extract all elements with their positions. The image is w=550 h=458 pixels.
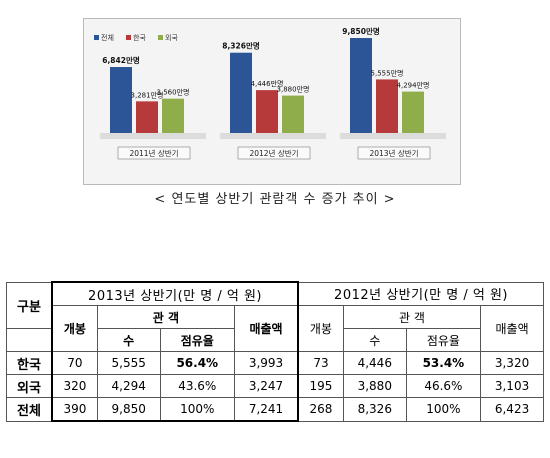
data-label: 5,555만명 xyxy=(371,68,404,77)
header-sales-2013: 매출액 xyxy=(233,305,300,352)
floor-shadow xyxy=(100,133,206,139)
legend-label: 외국 xyxy=(165,33,178,42)
data-label: 3,281만명 xyxy=(131,90,164,99)
cell: 5,555 xyxy=(96,351,161,375)
bar xyxy=(402,91,424,133)
cell: 43.6% xyxy=(159,374,235,398)
bar xyxy=(162,98,184,133)
data-label: 8,326만명 xyxy=(222,41,260,51)
header-sales-2012: 매출액 xyxy=(480,305,544,352)
bar xyxy=(230,52,252,133)
table-row: 한국 70 5,555 56.4% 3,993 73 4,446 53.4% 3… xyxy=(6,351,544,375)
category-label: 2011년 상반기 xyxy=(129,148,178,158)
header-share-2012: 점유율 xyxy=(405,328,482,352)
legend-swatch xyxy=(94,35,99,40)
cell: 3,247 xyxy=(233,374,300,398)
bar xyxy=(256,90,278,133)
category-box xyxy=(117,146,191,160)
cell: 195 xyxy=(297,374,344,398)
table-row: 전체 390 9,850 100% 7,241 268 8,326 100% 6… xyxy=(6,397,544,422)
cell: 4,294 xyxy=(96,374,161,398)
data-label: 4,294만명 xyxy=(397,81,430,90)
header-audience-2012: 관 객 xyxy=(342,305,482,329)
cell: 4,446 xyxy=(342,351,407,375)
cell: 100% xyxy=(159,397,235,422)
cell: 8,326 xyxy=(342,397,407,422)
cell: 6,423 xyxy=(480,397,544,422)
header-open-2013: 개봉 xyxy=(50,305,98,352)
cell: 46.6% xyxy=(405,374,482,398)
chart-caption: < 연도별 상반기 관람객 수 증가 추이 > xyxy=(154,192,396,207)
cell: 390 xyxy=(50,397,98,422)
data-label: 3,560만명 xyxy=(157,88,190,97)
header-category: 구분 xyxy=(6,281,53,329)
cell: 7,241 xyxy=(233,397,300,422)
cell: 3,880 xyxy=(342,374,407,398)
data-label: 6,842만명 xyxy=(102,55,140,65)
cell: 56.4% xyxy=(159,351,235,375)
legend-swatch xyxy=(158,35,163,40)
data-label: 3,880만명 xyxy=(277,85,310,94)
legend-swatch xyxy=(126,35,131,40)
row-label: 한국 xyxy=(6,351,53,375)
bar xyxy=(136,101,158,133)
legend-label: 한국 xyxy=(133,34,146,42)
data-label: 9,850만명 xyxy=(342,26,380,36)
bar xyxy=(350,38,372,134)
cell: 3,320 xyxy=(480,351,544,375)
cell: 3,993 xyxy=(233,351,300,375)
chart-panel: 전체 한국 외국 6,842만명 3,281만명 3,560만명 2011년 상반기 8,32… xyxy=(83,18,461,185)
data-label: 4,446만명 xyxy=(251,79,284,88)
cell: 70 xyxy=(50,351,98,375)
cell: 73 xyxy=(297,351,344,375)
header-open-2012: 개봉 xyxy=(297,305,344,352)
category-box xyxy=(357,146,431,160)
floor-shadow xyxy=(340,133,446,139)
cell: 9,850 xyxy=(96,397,161,422)
header-audience-2013: 관 객 xyxy=(96,305,235,329)
header-count-2012: 수 xyxy=(342,328,407,352)
stats-table: 구분 2013년 상반기(만 명 / 억 원) 2012년 상반기(만 명 / … xyxy=(6,281,545,422)
row-label: 전체 xyxy=(6,397,53,422)
category-label: 2013년 상반기 xyxy=(369,148,418,158)
header-count-2013: 수 xyxy=(96,328,161,352)
cell: 53.4% xyxy=(405,351,482,375)
cell: 320 xyxy=(50,374,98,398)
category-label: 2012년 상반기 xyxy=(249,148,298,158)
category-box xyxy=(237,146,311,160)
row-label: 외국 xyxy=(6,374,53,398)
legend-label: 전체 xyxy=(101,33,114,42)
bar xyxy=(110,67,132,133)
bar xyxy=(282,95,304,133)
header-2013: 2013년 상반기(만 명 / 억 원) xyxy=(50,281,300,306)
header-blank xyxy=(6,328,53,352)
header-2012: 2012년 상반기(만 명 / 억 원) xyxy=(297,281,545,306)
cell: 3,103 xyxy=(480,374,544,398)
table-row: 외국 320 4,294 43.6% 3,247 195 3,880 46.6%… xyxy=(6,374,544,398)
cell: 100% xyxy=(405,397,482,422)
header-share-2013: 점유율 xyxy=(159,328,235,352)
cell: 268 xyxy=(297,397,344,422)
bar xyxy=(376,79,398,133)
floor-shadow xyxy=(220,133,326,139)
